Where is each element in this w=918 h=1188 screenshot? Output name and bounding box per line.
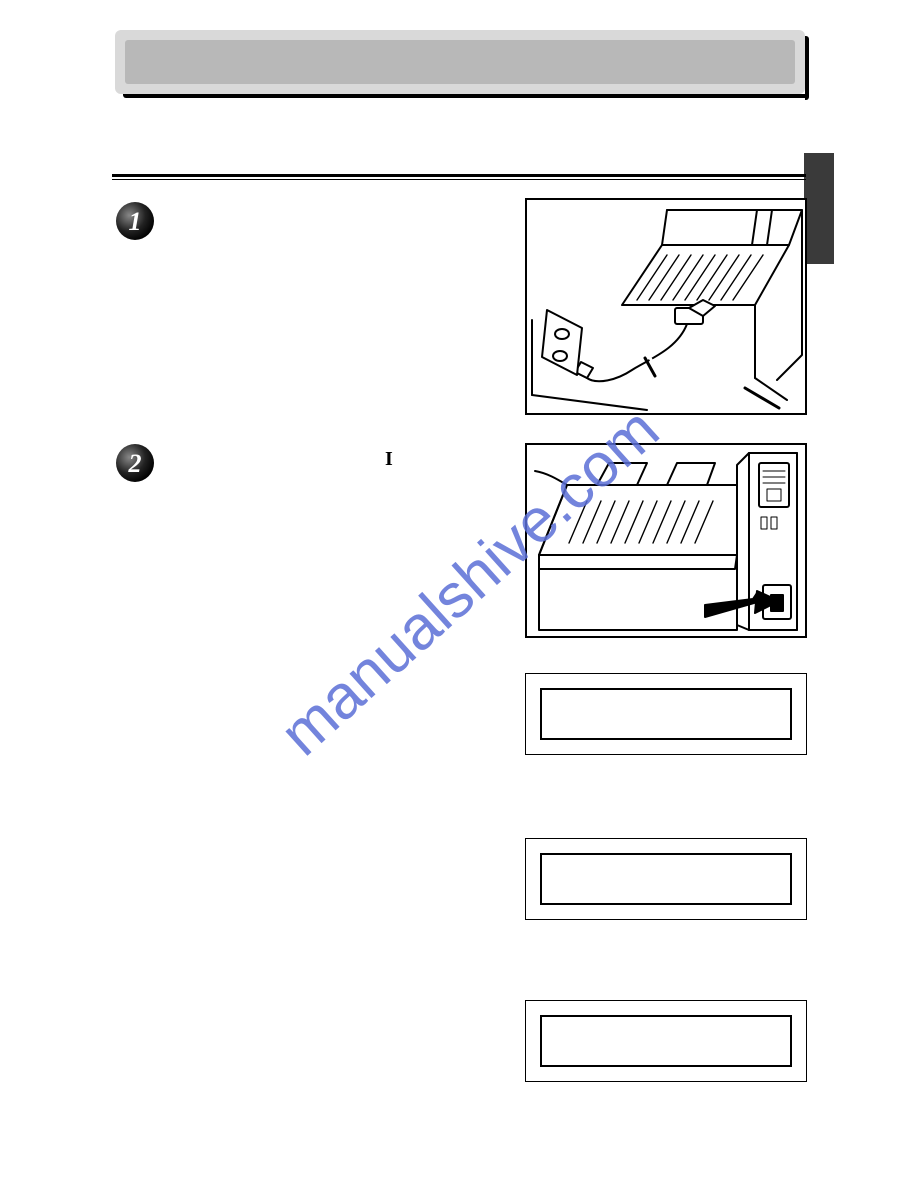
lcd-message-box-1 bbox=[525, 673, 807, 755]
banner-shadow-right bbox=[805, 36, 809, 100]
lcd-inner-3 bbox=[540, 1015, 792, 1067]
header-banner bbox=[115, 30, 805, 94]
banner-inner bbox=[125, 40, 795, 84]
step-1-number: 1 bbox=[129, 207, 142, 236]
lcd-message-box-2 bbox=[525, 838, 807, 920]
figure-power-cord bbox=[525, 198, 807, 415]
section-rule bbox=[112, 174, 806, 180]
lcd-inner-1 bbox=[540, 688, 792, 740]
step-2-badge: 2 bbox=[115, 443, 155, 483]
step-1-badge: 1 bbox=[115, 201, 155, 241]
lcd-inner-2 bbox=[540, 853, 792, 905]
lcd-outer-1 bbox=[525, 673, 807, 755]
banner-shadow-bottom bbox=[123, 94, 809, 98]
power-on-mark: I bbox=[385, 448, 393, 471]
lcd-message-box-3 bbox=[525, 1000, 807, 1082]
lcd-outer-3 bbox=[525, 1000, 807, 1082]
step-2-number: 2 bbox=[128, 449, 142, 478]
lcd-outer-2 bbox=[525, 838, 807, 920]
figure-power-switch bbox=[525, 443, 807, 638]
